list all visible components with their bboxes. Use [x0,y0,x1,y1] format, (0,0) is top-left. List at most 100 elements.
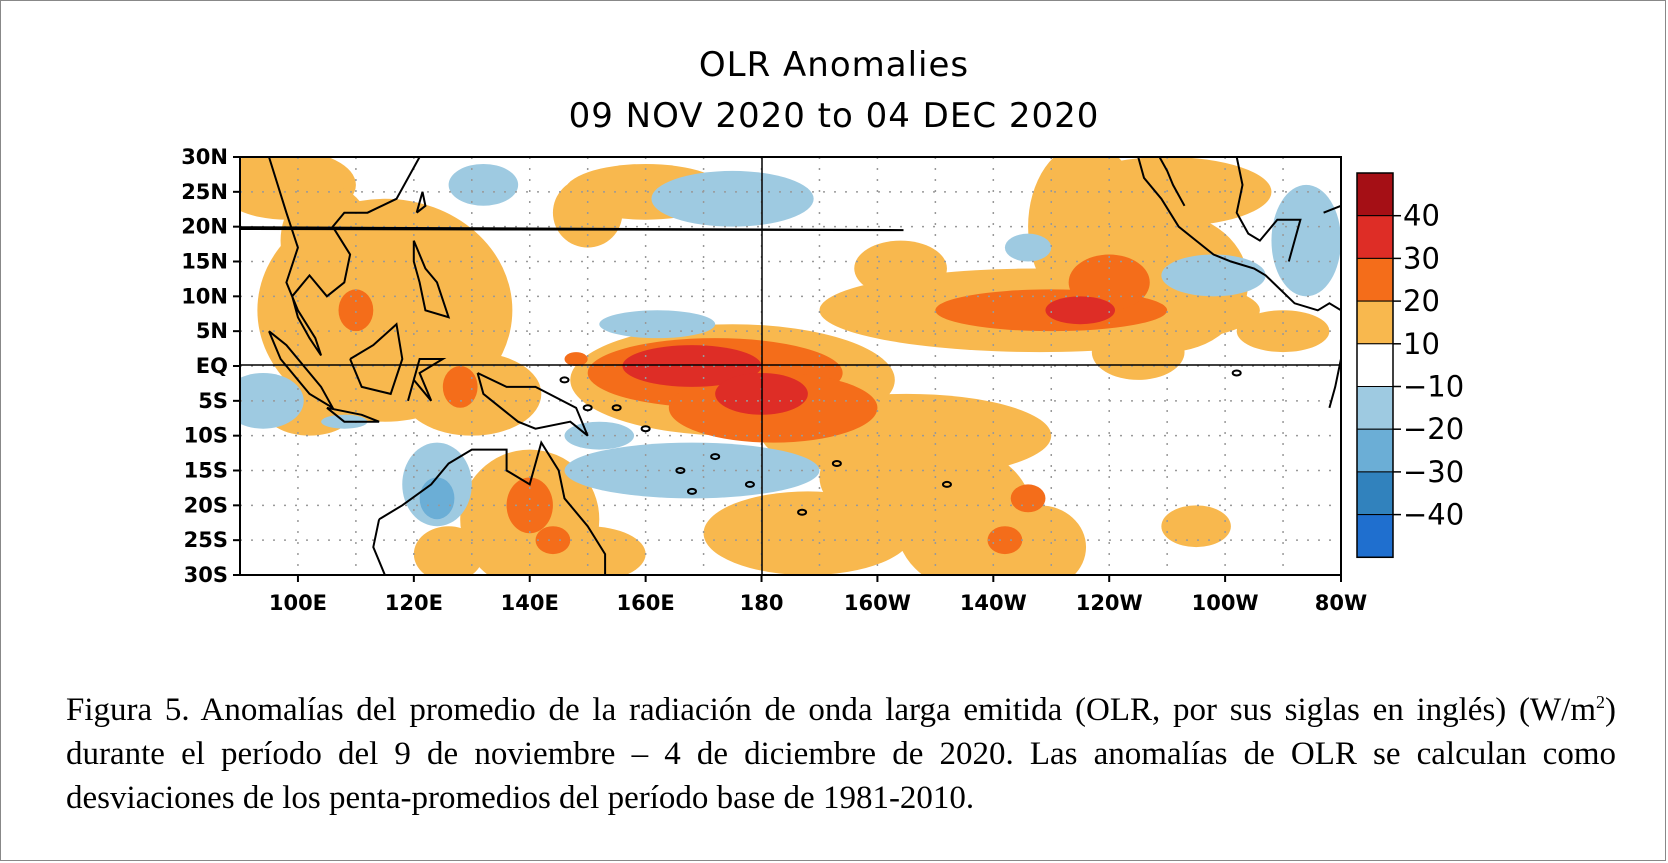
coastline [378,440,607,575]
coastline [1137,157,1341,312]
anomaly-fields [240,157,1341,575]
anomaly-region [419,477,455,520]
y-tick-label: 10S [184,424,228,448]
anomaly-region [448,163,519,206]
coastline [1323,204,1341,214]
x-tick-label: 120W [1076,591,1143,615]
coastline [412,240,451,319]
olr-map-chart: 100E 120E 140E 160E 180 160W 140W 120W 100W 80W 30… [181,145,1464,615]
anomaly-region [1004,233,1052,262]
x-tick-label: 100W [1192,591,1259,615]
anomaly-region [1271,184,1341,297]
y-tick-label: 5S [198,389,228,413]
coastline [268,157,421,357]
colorbar-label: −30 [1403,455,1464,489]
y-tick-label: 15S [184,459,228,483]
colorbar-label: −40 [1403,498,1464,532]
island [831,460,842,468]
anomaly-region [599,310,716,339]
colorbar-label: 30 [1403,241,1440,275]
colorbar-label: −10 [1403,370,1464,404]
y-tick-label: 20N [181,215,228,239]
chart-title: OLR Anomalies [698,45,970,85]
anomaly-region [240,372,304,429]
anomaly-region [854,240,947,297]
island [675,467,686,474]
figure-caption: Figura 5. Anomalías del promedio de la r… [66,688,1616,820]
y-tick-label: 30S [184,563,228,587]
coastline [466,157,468,158]
island [797,508,808,516]
colorbar-border [1356,172,1394,559]
colorbar-swatch [1356,343,1394,387]
coastline [1158,157,1186,207]
x-tick-label: 120E [385,591,443,615]
anomaly-region [564,421,635,450]
caption-line-2b: ) durante el período del 9 de noviembre … [66,692,1616,772]
x-tick-label: 140E [501,591,559,615]
coastlines [240,157,1341,575]
coastline [268,330,336,411]
y-tick-label: 20S [184,493,228,517]
island [710,453,721,461]
colorbar-label: 40 [1403,199,1440,233]
anomaly-region [1010,484,1046,513]
anomaly-region [280,184,374,297]
island [1231,369,1242,377]
anomaly-region [1161,254,1266,297]
colorbar-swatch [1356,514,1394,558]
island [941,480,952,488]
y-tick-label: 5N [196,319,228,343]
coastline [1328,358,1341,409]
y-tick-label: 25N [181,180,228,204]
anomaly-region [535,526,571,555]
colorbar-label: 20 [1403,284,1440,318]
anomaly-region [1161,505,1231,548]
y-tick-label: 10N [181,284,228,308]
anomaly-region [442,366,478,408]
anomaly-region [1236,310,1330,353]
colorbar-swatch [1356,215,1394,259]
island [744,480,755,488]
y-tick-label: 15N [181,250,228,274]
coastline [349,322,404,396]
x-tick-label: 100E [269,591,327,615]
anomaly-region [1045,296,1116,325]
anomaly-region [564,352,588,366]
coastline [372,519,386,575]
anomaly-region [987,526,1023,555]
island [582,404,593,412]
x-tick-label: 160W [844,591,911,615]
chart-subtitle: 09 NOV 2020 to 04 DEC 2020 [568,96,1100,136]
colorbar-label: −20 [1403,412,1464,446]
y-tick-label: 25S [184,528,228,552]
x-tick-label: 140W [960,591,1027,615]
anomaly-region [1091,324,1185,380]
colorbar: 40 30 20 10 −10 −20 −30 −40 [1356,172,1464,559]
axis-ticks: 100E 120E 140E 160E 180 160W 140W 120W 100W 80W 30… [181,145,1367,615]
anomaly-region [506,477,553,534]
x-tick-label: 80W [1315,591,1367,615]
map-grid [240,157,1341,575]
colorbar-swatch [1356,386,1394,430]
colorbar-swatch [1356,471,1394,516]
anomaly-region [651,170,814,227]
colorbar-swatch [1356,300,1394,345]
colorbar-swatch [1356,257,1394,302]
coastline [476,372,589,437]
anomaly-region [338,289,374,332]
colorbar-label: 10 [1403,327,1440,361]
anomaly-region [993,505,1087,575]
coastline [407,358,447,402]
colorbar-swatch [1356,172,1394,217]
caption-line-3: de OLR se calculan como desviaciones de … [66,736,1616,816]
y-tick-label: 30N [181,145,228,169]
caption-line-1: Figura 5. Anomalías del promedio de la r… [66,692,1404,728]
anomaly-region [413,526,484,575]
island [611,404,622,412]
coastline [326,406,380,423]
x-tick-label: 160E [617,591,675,615]
caption-superscript: 2 [1596,692,1605,712]
island [640,425,651,433]
